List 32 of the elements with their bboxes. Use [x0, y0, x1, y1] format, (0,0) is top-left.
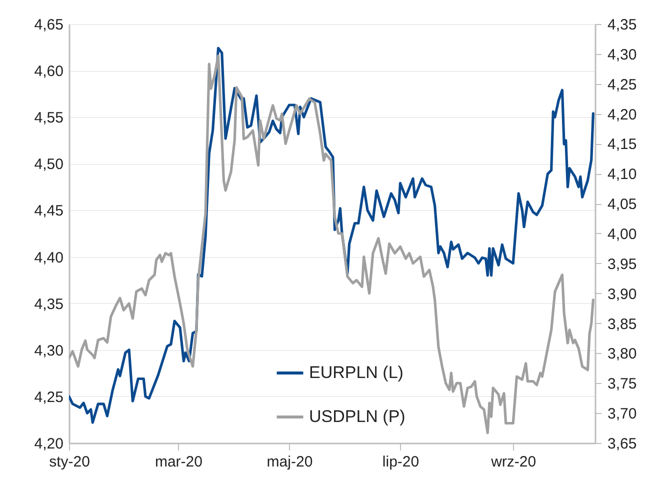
x-tick-label: wrz-20 — [490, 454, 536, 470]
y2-tick-label: 4,35 — [608, 16, 637, 34]
y-tick-label: 4,35 — [34, 296, 64, 313]
y2-tick-label: 3,80 — [608, 346, 637, 363]
y-tick-label: 4,55 — [34, 110, 64, 127]
legend-label: USDPLN (P) — [309, 407, 406, 426]
y2-tick-label: 4,25 — [608, 76, 637, 94]
y-tick-label: 4,25 — [34, 388, 64, 406]
y-tick-label: 4,20 — [34, 436, 64, 452]
x-tick-label: lip-20 — [382, 454, 420, 470]
y2-tick-label: 4,00 — [608, 226, 637, 243]
y2-tick-label: 3,90 — [608, 286, 637, 303]
y2-tick-label: 4,20 — [608, 106, 637, 124]
x-tick-label: maj-20 — [266, 454, 313, 470]
x-tick-label: sty-20 — [49, 454, 90, 470]
y2-tick-label: 4,05 — [608, 196, 637, 214]
y2-tick-label: 4,10 — [608, 166, 637, 184]
y2-tick-label: 3,85 — [608, 316, 637, 333]
y-tick-label: 4,30 — [34, 342, 64, 360]
y-tick-label: 4,45 — [34, 202, 64, 220]
y-tick-label: 4,65 — [34, 16, 64, 34]
legend-label: EURPLN (L) — [309, 363, 404, 382]
y-tick-label: 4,50 — [34, 156, 64, 174]
y2-tick-label: 3,95 — [608, 256, 637, 273]
y2-tick-label: 4,30 — [608, 46, 637, 64]
y2-tick-label: 4,15 — [608, 136, 637, 154]
x-tick-label: mar-20 — [154, 454, 202, 470]
y2-tick-label: 3,65 — [608, 436, 637, 452]
y-tick-label: 4,40 — [34, 249, 64, 266]
y2-tick-label: 3,75 — [608, 376, 637, 393]
y2-tick-label: 3,70 — [608, 406, 637, 423]
y-tick-label: 4,60 — [34, 63, 64, 80]
